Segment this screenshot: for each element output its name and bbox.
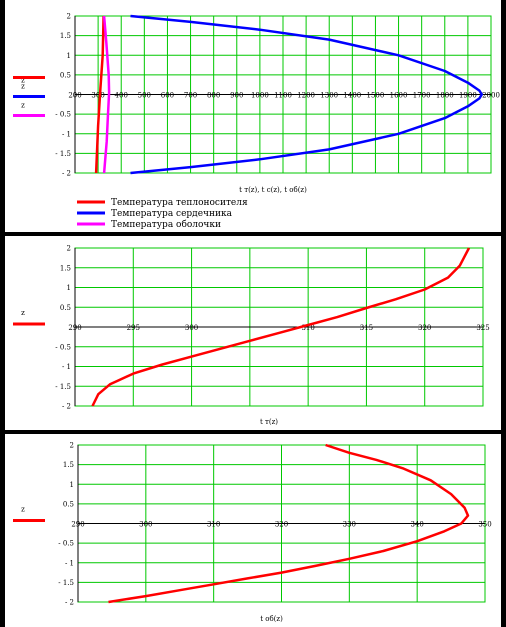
x-tick-label: 325 (476, 324, 489, 332)
x-tick-label: 320 (275, 521, 288, 529)
x-tick-label: 1800 (436, 92, 454, 100)
x-tick-label: 350 (478, 521, 491, 529)
chart-panel-2: - 2 - 1.5 - 1 - 0.5 0.5 1 1.5 2 290 295 300 310 315 3… (5, 236, 501, 430)
legend-label-3: Температура оболочки (111, 219, 221, 230)
x-tick-label: 1600 (390, 92, 408, 100)
y-tick-label: 0.5 (60, 304, 71, 312)
y-tick-label: 1 (70, 481, 74, 489)
x-axis-label: t т(z), t с(z), t об(z) (239, 186, 307, 194)
y-axis-label: z (21, 77, 25, 85)
y-axis-label-repeat: z (21, 83, 25, 91)
y-tick-label: 1 (67, 284, 71, 292)
x-tick-label: 1700 (413, 92, 431, 100)
x-tick-label: 300 (91, 92, 104, 100)
series-line-1 (91, 247, 471, 407)
chart-panel-3: - 2 - 1.5 - 1 - 0.5 0.5 1 1.5 2 290 300 310 320 330 3… (5, 434, 501, 627)
y-tick-label: 0.5 (60, 71, 71, 79)
x-tick-label: 310 (207, 521, 220, 529)
x-tick-label: 290 (71, 521, 84, 529)
y-tick-label: 1.5 (60, 32, 71, 40)
y-tick-label: - 2 (65, 599, 74, 607)
y-tick-label: - 2 (62, 403, 71, 411)
y-tick-label: - 0.5 (55, 111, 71, 119)
x-tick-label: 300 (185, 324, 198, 332)
chart-panel-1: - 2 - 1.5 - 1 - 0.5 0.5 1 1.5 2 200 300 400 500 600 7… (5, 0, 501, 232)
x-axis-label: t об(z) (260, 615, 283, 623)
x-tick-label: 1300 (320, 92, 338, 100)
x-tick-label: 1200 (297, 92, 315, 100)
chart-2: - 2 - 1.5 - 1 - 0.5 0.5 1 1.5 2 290 295 300 310 315 3… (13, 245, 490, 426)
y-tick-label: - 0.5 (58, 540, 74, 548)
y-tick-label: 2 (67, 245, 71, 253)
x-tick-label: 400 (115, 92, 128, 100)
x-tick-label: 315 (360, 324, 373, 332)
y-tick-label: - 1 (62, 130, 71, 138)
y-tick-label: 1 (67, 52, 71, 60)
y-axis-label: z (21, 506, 25, 514)
series-line-1 (94, 15, 105, 174)
x-tick-label: 1400 (343, 92, 361, 100)
y-tick-label: 2 (70, 442, 74, 450)
x-tick-label: 340 (410, 521, 423, 529)
series-line-1 (108, 443, 470, 604)
x-tick-label: 330 (343, 521, 356, 529)
x-tick-label: 320 (418, 324, 431, 332)
y-tick-label: - 1.5 (58, 579, 74, 587)
x-tick-label: 600 (161, 92, 174, 100)
y-tick-label: 0.5 (63, 500, 74, 508)
x-tick-label: 295 (127, 324, 140, 332)
y-tick-label: - 1 (65, 559, 74, 567)
legend-label-2: Температура сердечника (111, 209, 233, 219)
x-tick-label: 1900 (459, 92, 477, 100)
x-tick-label: 290 (68, 324, 81, 332)
x-axis-label: t т(z) (260, 418, 278, 426)
x-tick-label: 1500 (367, 92, 385, 100)
x-tick-label: 300 (139, 521, 152, 529)
x-tick-label: 700 (184, 92, 197, 100)
series-line-2 (130, 14, 484, 175)
x-tick-label: 500 (138, 92, 151, 100)
y-tick-label: - 1 (62, 363, 71, 371)
y-tick-label: 1.5 (60, 264, 71, 272)
y-tick-label: - 0.5 (55, 343, 71, 351)
y-axis-label: z (21, 309, 25, 317)
x-tick-label: 2000 (482, 92, 500, 100)
x-tick-label: 900 (230, 92, 243, 100)
y-axis-label-repeat: z (21, 102, 25, 110)
y-tick-label: 2 (67, 13, 71, 21)
x-tick-label: 1100 (274, 92, 292, 100)
chart-1: - 2 - 1.5 - 1 - 0.5 0.5 1 1.5 2 200 300 400 500 600 7… (13, 13, 500, 230)
x-tick-label: 200 (68, 92, 81, 100)
x-tick-label: 1000 (251, 92, 269, 100)
y-tick-label: - 1.5 (55, 150, 71, 158)
x-tick-label: 310 (301, 324, 314, 332)
y-tick-label: 1.5 (63, 461, 74, 469)
legend-label-1: Температура теплоносителя (111, 198, 248, 208)
y-tick-label: - 1.5 (55, 383, 71, 391)
series-line-3 (102, 15, 111, 174)
chart-3: - 2 - 1.5 - 1 - 0.5 0.5 1 1.5 2 290 300 310 320 330 3… (13, 442, 492, 623)
y-tick-label: - 2 (62, 170, 71, 178)
x-tick-label: 800 (207, 92, 220, 100)
